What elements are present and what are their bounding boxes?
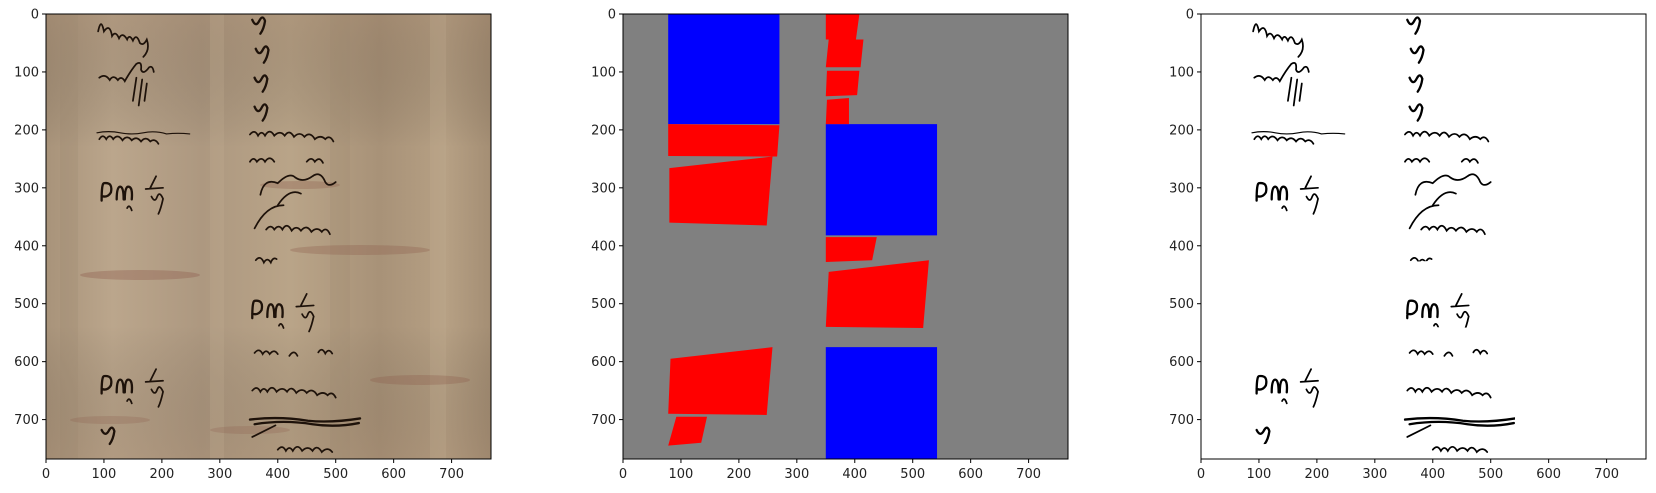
x-tick-label: 600 [958, 467, 983, 482]
x-tick-label: 400 [1420, 467, 1445, 482]
text-region [669, 156, 773, 226]
x-tick-label: 500 [1478, 467, 1503, 482]
panel-binarized-text: 0 100 200 300 400 500 600 700 0 100 200 300 400 500 60… [1169, 8, 1647, 483]
y-tick-label: 0 [608, 8, 616, 23]
x-tick-label: 0 [1197, 467, 1205, 482]
table-region [825, 347, 938, 459]
y-tick-label: 600 [591, 355, 616, 370]
text-region [825, 237, 877, 262]
x-tick-label: 500 [900, 467, 925, 482]
y-tick-label: 500 [14, 297, 39, 312]
axes-frame [622, 13, 1069, 460]
x-tick-label: 300 [1362, 467, 1387, 482]
text-region [668, 416, 708, 446]
axis-ticks: 0 100 200 300 400 500 600 700 0 100 200 300 400 500 60… [14, 8, 464, 483]
y-tick-label: 300 [14, 181, 39, 196]
y-tick-label: 400 [14, 239, 39, 254]
axis-ticks: 0 100 200 300 400 500 600 700 0 100 200 300 400 500 60… [591, 8, 1041, 483]
mask-regions [668, 14, 938, 459]
x-tick-label: 100 [92, 467, 117, 482]
y-tick-label: 600 [14, 355, 39, 370]
axis-ticks: 0 100 200 300 400 500 600 700 0 100 200 300 400 500 60… [1169, 8, 1619, 483]
y-tick-label: 700 [591, 413, 616, 428]
panel-original-scan: 0 100 200 300 400 500 600 700 0 100 200 300 400 500 60… [14, 8, 492, 483]
x-tick-label: 700 [1594, 467, 1619, 482]
y-tick-label: 600 [1169, 355, 1194, 370]
axes-frame [1200, 13, 1647, 460]
x-tick-label: 0 [42, 467, 50, 482]
y-tick-label: 500 [1169, 297, 1194, 312]
y-tick-label: 400 [591, 239, 616, 254]
text-region [825, 14, 860, 40]
y-tick-label: 100 [14, 65, 39, 80]
text-region [668, 347, 773, 415]
y-tick-label: 500 [591, 297, 616, 312]
x-tick-label: 700 [1016, 467, 1041, 482]
x-tick-label: 0 [619, 467, 627, 482]
y-tick-label: 300 [591, 181, 616, 196]
binarized-background [1201, 14, 1646, 459]
x-tick-label: 600 [1536, 467, 1561, 482]
y-tick-label: 700 [1169, 413, 1194, 428]
y-tick-label: 0 [31, 8, 39, 23]
x-tick-label: 400 [842, 467, 867, 482]
text-region [825, 260, 929, 329]
x-tick-label: 200 [1304, 467, 1329, 482]
y-tick-label: 400 [1169, 239, 1194, 254]
table-region [825, 124, 938, 236]
table-region [668, 14, 780, 125]
x-tick-label: 100 [1247, 467, 1272, 482]
text-region [668, 124, 780, 157]
x-tick-label: 700 [439, 467, 464, 482]
parchment-image [46, 14, 491, 459]
y-tick-label: 300 [1169, 181, 1194, 196]
x-tick-label: 300 [784, 467, 809, 482]
y-tick-label: 200 [1169, 123, 1194, 138]
x-tick-label: 400 [265, 467, 290, 482]
y-tick-label: 100 [591, 65, 616, 80]
x-tick-label: 300 [207, 467, 232, 482]
axes-frame [45, 13, 492, 460]
x-tick-label: 100 [669, 467, 694, 482]
y-tick-label: 200 [591, 123, 616, 138]
text-region [825, 98, 849, 125]
x-tick-label: 600 [381, 467, 406, 482]
x-tick-label: 200 [149, 467, 174, 482]
y-tick-label: 200 [14, 123, 39, 138]
x-tick-label: 500 [323, 467, 348, 482]
text-region [825, 70, 860, 97]
text-region [825, 39, 864, 68]
panel-segmentation-mask: 0 100 200 300 400 500 600 700 0 100 200 300 400 500 60… [591, 8, 1069, 483]
y-tick-label: 700 [14, 413, 39, 428]
x-tick-label: 200 [726, 467, 751, 482]
y-tick-label: 0 [1186, 8, 1194, 23]
y-tick-label: 100 [1169, 65, 1194, 80]
